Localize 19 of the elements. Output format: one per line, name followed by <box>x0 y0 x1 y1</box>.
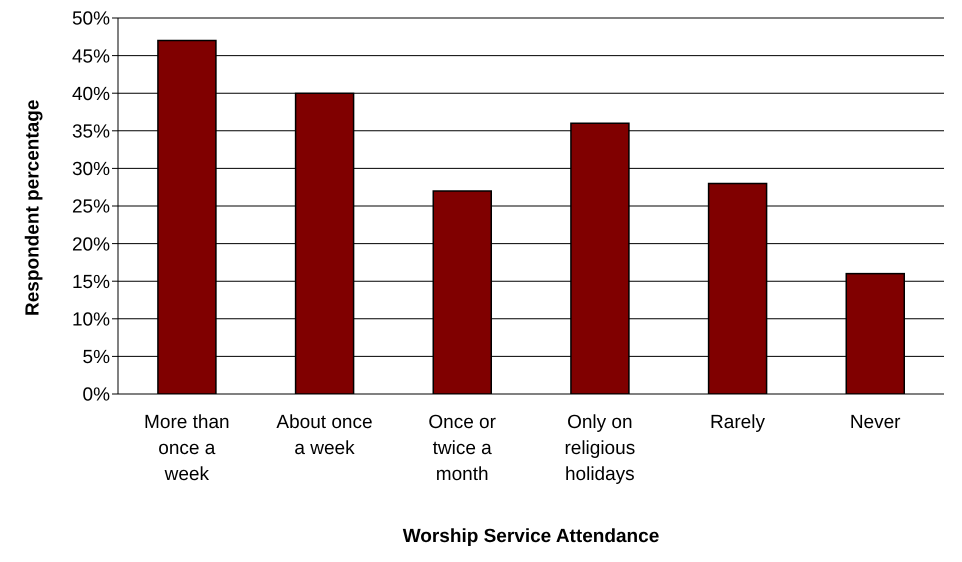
y-tick-label: 15% <box>72 272 110 293</box>
y-tick-label: 50% <box>72 8 110 30</box>
y-tick-label: 45% <box>72 46 110 68</box>
y-tick-label: 30% <box>72 159 110 180</box>
x-tick-label: More than once a week <box>144 412 230 485</box>
y-tick-label: 0% <box>82 384 110 406</box>
x-tick-label: Rarely <box>710 412 766 433</box>
y-axis-title: Respondent percentage <box>22 100 44 316</box>
y-tick-label: 35% <box>72 122 110 143</box>
y-tick-label: 5% <box>82 347 110 368</box>
x-tick-label: Only on religious holidays <box>564 412 636 485</box>
x-axis-title: Worship Service Attendance <box>402 526 660 547</box>
x-tick-label: About once a week <box>276 412 373 459</box>
y-tick-label: 25% <box>72 196 110 218</box>
y-tick-label: 10% <box>72 310 110 331</box>
x-tick-label: Never <box>850 412 902 433</box>
x-tick-label: Once or twice a month <box>428 412 497 485</box>
y-tick-label: 20% <box>72 234 110 256</box>
y-tick-label: 40% <box>72 84 110 105</box>
